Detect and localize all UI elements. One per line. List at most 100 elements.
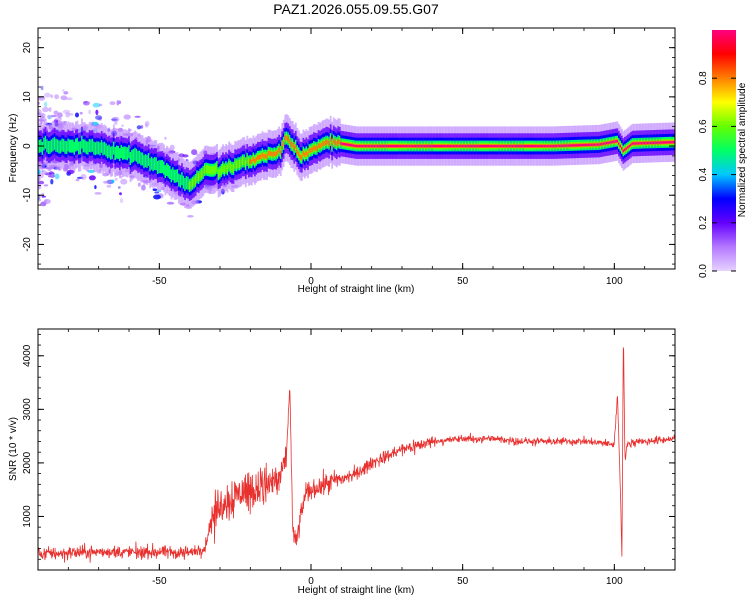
spectrogram-noise-cell <box>87 169 95 173</box>
spectrogram-noise-cell <box>187 215 194 218</box>
spectrogram-ridge-cell <box>463 145 466 148</box>
spectrogram-ridge-cell <box>237 159 240 168</box>
spectrogram-ridge-cell <box>387 145 390 148</box>
spectrogram-noise-cell <box>80 174 87 180</box>
spectrogram-ridge-cell <box>196 172 199 182</box>
spectrogram-ridge-cell <box>505 145 508 148</box>
spectrogram-ridge-cell <box>384 145 387 148</box>
spectrogram-ridge-cell <box>270 151 273 157</box>
spectrogram-ridge-cell <box>578 144 581 147</box>
spectrogram-ridge-cell <box>138 150 141 164</box>
spectrogram-ridge-cell <box>258 154 261 160</box>
spectrogram-ridge-cell <box>481 145 484 148</box>
spectrogram-ridge-cell <box>75 138 77 152</box>
spectrogram-ridge-cell <box>197 173 200 182</box>
spectrogram-noise-cell <box>169 144 175 151</box>
spectrogram-ridge-cell <box>305 150 308 156</box>
spectrogram-ridge-cell <box>49 140 52 154</box>
spectrogram-ridge-cell <box>569 144 572 147</box>
spectrogram-ridge-cell <box>343 143 346 146</box>
spectrogram-ridge-cell <box>284 135 287 141</box>
spectrogram-ridge-cell <box>599 143 602 146</box>
spectrogram-noise-cell <box>43 199 51 204</box>
spectrogram-ridge-cell <box>203 165 206 174</box>
spectrogram-ridge-cell <box>478 145 481 148</box>
spectrogram-ridge-cell <box>398 145 400 148</box>
spectrogram-ridge-cell <box>52 138 55 152</box>
spectrogram-ridge-cell <box>207 165 209 174</box>
spectrogram-ridge-cell <box>181 172 184 186</box>
spectrogram-noise-cell <box>109 101 116 105</box>
spectrogram-ridge-cell <box>281 144 284 149</box>
spectrogram-ridge-cell <box>525 145 528 148</box>
spectrogram-ridge-cell <box>346 143 349 146</box>
spectrogram-ridge-cell <box>357 145 359 148</box>
spectrogram-ridge-cell <box>375 145 378 148</box>
spectrogram-ridge-cell <box>396 145 399 148</box>
spectrogram-ridge-cell <box>631 142 634 145</box>
spectrogram-ridge-cell <box>111 146 114 160</box>
spectrogram-ridge-cell <box>358 145 361 148</box>
spectrogram-ridge-cell <box>108 144 111 158</box>
spectrogram-ridge-cell <box>184 178 187 191</box>
spectrogram-noise-cell <box>38 177 41 182</box>
spectrogram-ridge-cell <box>216 163 218 172</box>
spectrogram-ridge-cell <box>55 138 58 152</box>
spectrogram-ridge-cell <box>345 143 347 146</box>
spectrogram-ridge-cell <box>190 180 193 189</box>
spectrogram-ridge-cell <box>169 166 171 179</box>
spectrogram-ridge-cell <box>257 155 259 160</box>
spectrogram-ridge-cell <box>419 145 422 148</box>
snr-series-line <box>38 347 675 563</box>
spectrogram-ridge-cell <box>266 154 268 159</box>
spectrogram-noise-cell <box>48 174 55 178</box>
spectrogram-ridge-cell <box>563 144 566 147</box>
spectrogram-ridge-cell <box>170 169 173 183</box>
spectrogram-ridge-cell <box>487 145 490 148</box>
spectrogram-noise-cell <box>54 94 59 100</box>
spectrogram-ridge-cell <box>496 145 499 148</box>
spectrogram-ridge-cell <box>584 143 587 147</box>
spectrogram-ridge-cell <box>489 145 491 148</box>
spectrogram-ridge-cell <box>164 165 167 179</box>
spectrogram-ridge-cell <box>267 150 270 156</box>
spectrogram-ridge-cell <box>56 139 59 153</box>
spectrogram-ridge-cell <box>96 141 99 155</box>
spectrogram-ridge-cell <box>225 163 228 172</box>
spectrogram-ridge-cell <box>238 159 241 168</box>
spectrogram-ridge-cell <box>128 145 130 159</box>
spectrogram-ridge-cell <box>273 151 276 156</box>
colorbar-tick-label: 0.4 <box>698 167 709 181</box>
spectrogram-ridge-cell <box>536 145 538 148</box>
spectrogram-ridge-cell <box>458 145 461 148</box>
spectrogram-ridge-cell <box>499 145 502 148</box>
spectrogram-ridge-cell <box>255 156 258 162</box>
spectrogram-ridge-cell <box>81 135 83 149</box>
spectrogram-ridge-cell <box>287 136 290 142</box>
spectrogram-ridge-cell <box>175 169 177 183</box>
spectrogram-noise-cell <box>40 85 44 91</box>
spectrogram-noise-cell <box>92 102 101 108</box>
spectrogram-ridge-cell <box>326 139 329 145</box>
spectrogram-ridge-cell <box>395 145 397 148</box>
spectrogram-ridge-cell <box>455 145 458 148</box>
spectrogram-ridge-cell <box>432 145 435 148</box>
spectrogram-ridge-cell <box>82 139 85 153</box>
spectrogram-ridge-cell <box>523 145 526 148</box>
spectrogram-ridge-cell <box>348 143 350 146</box>
spectrogram-ridge-cell <box>417 145 420 148</box>
spectrogram-ridge-cell <box>290 142 293 147</box>
spectrogram-ridge-cell <box>338 139 341 145</box>
spectrogram-ridge-cell <box>223 165 226 174</box>
spectrogram-noise-cell <box>38 118 43 122</box>
spectrogram-ridge-cell <box>246 155 249 164</box>
spectrogram-y-tick-label: -10 <box>22 188 33 203</box>
spectrogram-ridge-cell <box>498 145 501 148</box>
spectrogram-ridge-cell <box>64 140 67 154</box>
spectrogram-ridge-cell <box>152 158 155 172</box>
spectrogram-noise-cell <box>38 180 45 185</box>
spectrogram-ridge-cell <box>176 169 179 183</box>
spectrogram-ridge-cell <box>622 149 625 153</box>
spectrogram-noise-cell <box>191 149 198 156</box>
spectrogram-ridge-cell <box>231 164 234 173</box>
